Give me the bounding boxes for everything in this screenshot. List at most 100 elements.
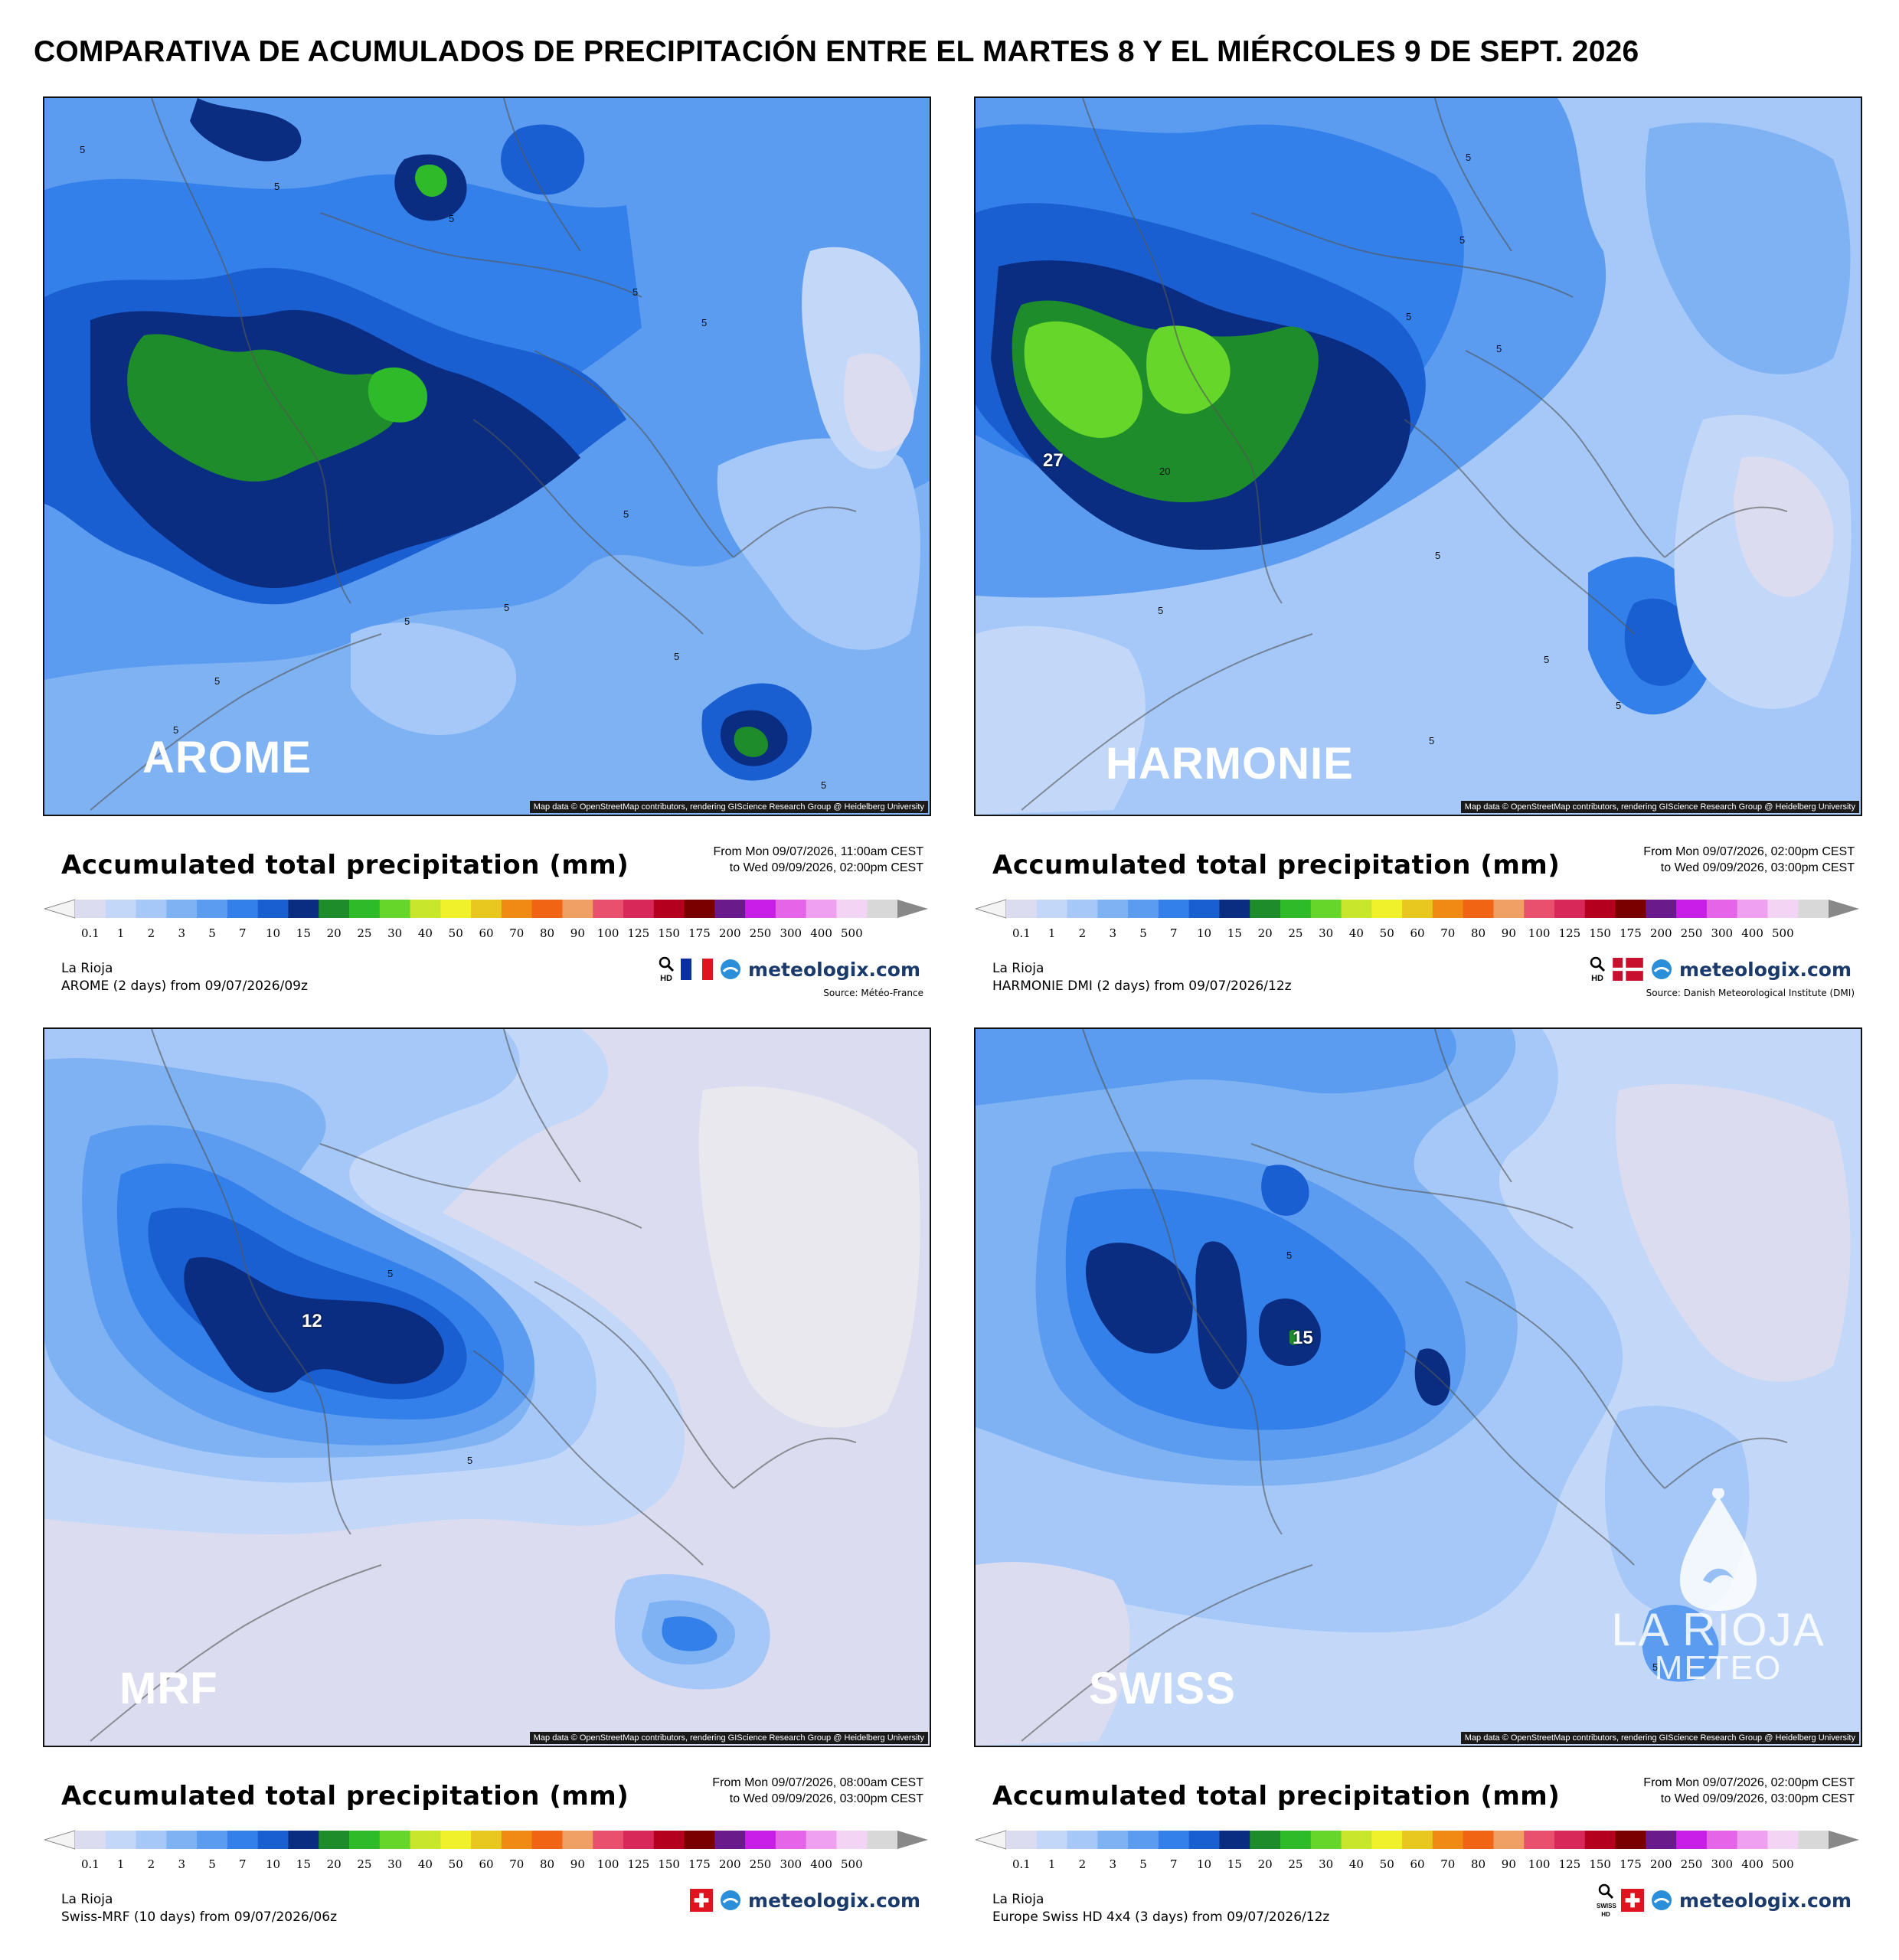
map-attribution[interactable]: Map data © OpenStreetMap contributors, r… <box>529 801 928 813</box>
precip-map-harmonie <box>976 98 1861 815</box>
contour-label: 5 <box>274 181 280 192</box>
scale-swatch <box>1676 900 1708 918</box>
contour-label: 5 <box>1466 152 1472 163</box>
scale-tick-label: 60 <box>479 926 494 940</box>
scale-tick-label: 20 <box>326 1857 342 1871</box>
scale-tick-label: 300 <box>1711 926 1734 940</box>
contour-label: 5 <box>1286 1250 1293 1261</box>
scale-swatch <box>227 900 259 918</box>
scale-swatch <box>653 1831 685 1849</box>
range-from: From Mon 09/07/2026, 02:00pm CEST <box>1643 1776 1855 1789</box>
brand-logo[interactable]: meteologix.com <box>690 1885 920 1916</box>
scale-tick-label: 80 <box>540 1857 555 1871</box>
scale-tick-label: 125 <box>1558 1857 1581 1871</box>
map-attribution[interactable]: Map data © OpenStreetMap contributors, r… <box>1460 801 1859 813</box>
scale-tick-label: 40 <box>417 1857 433 1871</box>
scale-swatch <box>867 900 898 918</box>
map-arome[interactable]: 5 5 5 5 5 5 5 5 5 5 5 5 AROME Map data ©… <box>43 96 931 816</box>
meteologix-logo-icon <box>721 1890 741 1910</box>
map-attribution[interactable]: Map data © OpenStreetMap contributors, r… <box>529 1732 928 1744</box>
model-label: AROME <box>142 733 312 782</box>
range-to: to Wed 09/09/2026, 03:00pm CEST <box>1660 861 1855 874</box>
scale-swatch <box>1554 1831 1586 1849</box>
scale-tick-label: 5 <box>208 1857 216 1871</box>
scale-swatch <box>775 900 807 918</box>
scale-swatch <box>197 1831 228 1849</box>
legend-harmonie: Accumulated total precipitation (mm) Fro… <box>974 822 1862 998</box>
scale-swatch <box>836 900 868 918</box>
scale-swatch <box>531 1831 563 1849</box>
scale-swatch <box>1006 1831 1038 1849</box>
scale-tick-label: 500 <box>1772 926 1794 940</box>
max-value: 15 <box>1293 1328 1313 1348</box>
scale-tick-label: 300 <box>780 1857 802 1871</box>
legend-title: Accumulated total precipitation (mm) <box>992 850 1561 880</box>
scale-swatch <box>227 1831 259 1849</box>
meteologix-logo-icon <box>721 959 741 979</box>
scale-swatch <box>806 900 837 918</box>
scale-swatch <box>1493 900 1525 918</box>
scale-swatch <box>1676 1831 1708 1849</box>
brand-logo[interactable]: SWISS HD meteologix.com <box>1597 1883 1852 1919</box>
scale-swatch <box>1371 900 1403 918</box>
scale-tick-label: 10 <box>266 926 281 940</box>
scale-tick-label: 1 <box>1048 926 1056 940</box>
scale-tick-label: 200 <box>1649 926 1672 940</box>
time-range: From Mon 09/07/2026, 11:00am CEST to Wed… <box>713 844 923 876</box>
scale-tick-label: 500 <box>1772 1857 1794 1871</box>
scale-swatch <box>349 900 381 918</box>
legend-mrf: Accumulated total precipitation (mm) Fro… <box>43 1753 931 1929</box>
scale-tick-label: 175 <box>688 926 711 940</box>
contour-label: 5 <box>173 724 179 736</box>
scale-swatch <box>1128 900 1159 918</box>
scale-swatch <box>1524 900 1555 918</box>
contour-label: 5 <box>632 286 639 298</box>
scale-swatch <box>136 900 167 918</box>
brand-logo[interactable]: HD meteologix.com <box>1589 954 1852 985</box>
range-from: From Mon 09/07/2026, 08:00am CEST <box>712 1776 923 1789</box>
scale-swatch <box>1402 900 1433 918</box>
scale-tick-label: 20 <box>1257 1857 1273 1871</box>
scale-tick-label: 1 <box>116 1857 125 1871</box>
scale-swatch <box>1219 900 1250 918</box>
precip-map-swiss <box>976 1029 1861 1746</box>
scale-tick-label: 20 <box>326 926 342 940</box>
panel-mrf: 5 5 12 MRF Map data © OpenStreetMap cont… <box>43 1027 931 1931</box>
scale-arrow-left <box>44 899 76 919</box>
scale-swatch <box>1615 1831 1646 1849</box>
map-mrf[interactable]: 5 5 12 MRF Map data © OpenStreetMap cont… <box>43 1027 931 1747</box>
data-source: Source: Météo-France <box>823 988 923 998</box>
location-name: La Rioja <box>992 961 1044 976</box>
scale-tick-label: 3 <box>178 1857 185 1871</box>
map-attribution[interactable]: Map data © OpenStreetMap contributors, r… <box>1460 1732 1859 1744</box>
brand-logo[interactable]: HD meteologix.com <box>658 954 920 985</box>
switzerland-flag-icon <box>1621 1889 1645 1912</box>
scale-swatch <box>379 900 411 918</box>
scale-swatch <box>1036 1831 1068 1849</box>
scale-tick-label: 0.1 <box>1012 926 1031 940</box>
scale-tick-label: 125 <box>627 1857 650 1871</box>
scale-swatch <box>257 900 289 918</box>
map-harmonie[interactable]: 5 5 5 5 5 5 5 5 5 27 20 HARMONIE Map dat… <box>974 96 1862 816</box>
scale-swatch <box>1463 1831 1494 1849</box>
scale-swatch <box>471 1831 502 1849</box>
precip-map-mrf <box>44 1029 930 1746</box>
map-swiss[interactable]: 5 5 15 SWISS LA RIOJA METEO Map data © O… <box>974 1027 1862 1747</box>
scale-swatch <box>75 1831 106 1849</box>
time-range: From Mon 09/07/2026, 02:00pm CEST to Wed… <box>1643 844 1855 876</box>
scale-swatch <box>1798 900 1829 918</box>
scale-swatch <box>806 1831 837 1849</box>
legend-arome: Accumulated total precipitation (mm) Fro… <box>43 822 931 998</box>
model-run: Europe Swiss HD 4x4 (3 days) from 09/07/… <box>992 1909 1330 1925</box>
scale-tick-label: 80 <box>1471 926 1486 940</box>
scale-tick-label: 70 <box>1440 926 1456 940</box>
contour-label: 5 <box>623 508 629 520</box>
hd-zoom-icon[interactable]: HD <box>658 956 675 983</box>
scale-swatch <box>623 1831 655 1849</box>
hd-zoom-icon[interactable]: HD <box>1589 956 1606 983</box>
swiss-hd-zoom-icon[interactable]: SWISS HD <box>1597 1883 1616 1919</box>
scale-tick-label: 400 <box>1741 1857 1763 1871</box>
color-scale-bar <box>44 899 928 919</box>
scale-swatch <box>745 900 776 918</box>
scale-tick-label: 2 <box>1078 1857 1087 1871</box>
